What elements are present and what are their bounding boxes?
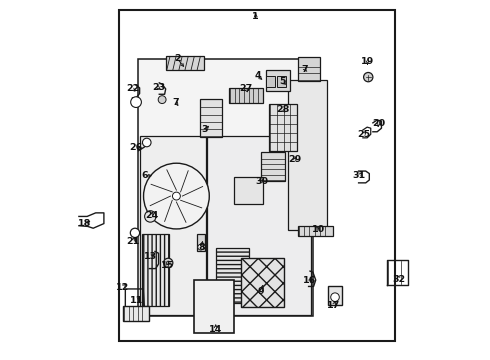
- Text: 27: 27: [239, 84, 252, 93]
- Text: 11: 11: [130, 296, 143, 305]
- Circle shape: [364, 72, 373, 82]
- Text: 3: 3: [202, 126, 208, 135]
- Text: 30: 30: [256, 177, 269, 186]
- Bar: [234, 177, 263, 204]
- Text: 17: 17: [327, 301, 340, 310]
- Circle shape: [143, 138, 151, 147]
- Text: 29: 29: [289, 155, 302, 164]
- Text: 31: 31: [353, 171, 366, 180]
- Text: 18: 18: [78, 219, 92, 228]
- Text: 22: 22: [126, 84, 139, 93]
- Bar: [266, 70, 290, 91]
- Circle shape: [164, 258, 173, 267]
- Text: 19: 19: [361, 57, 374, 66]
- Bar: [328, 287, 342, 305]
- Text: 8: 8: [198, 243, 205, 252]
- Text: 14: 14: [209, 325, 222, 334]
- Text: 32: 32: [393, 275, 406, 284]
- Text: 13: 13: [144, 252, 157, 261]
- Bar: [119, 10, 395, 342]
- Text: 5: 5: [279, 77, 285, 86]
- Text: 7: 7: [172, 98, 179, 107]
- Text: 12: 12: [116, 283, 129, 292]
- Text: 10: 10: [312, 225, 325, 234]
- Bar: [197, 234, 205, 251]
- Bar: [217, 248, 248, 303]
- Circle shape: [158, 96, 166, 104]
- Bar: [270, 104, 297, 152]
- Bar: [229, 88, 263, 103]
- Circle shape: [167, 261, 170, 265]
- Bar: [123, 306, 148, 321]
- Circle shape: [145, 211, 156, 222]
- Text: 9: 9: [258, 287, 265, 296]
- Bar: [166, 57, 204, 70]
- Circle shape: [198, 244, 203, 250]
- Text: 16: 16: [303, 276, 317, 285]
- Text: 6: 6: [142, 171, 148, 180]
- Text: 7: 7: [302, 65, 308, 74]
- Text: 25: 25: [357, 130, 370, 139]
- Bar: [267, 76, 275, 87]
- Text: 24: 24: [145, 211, 158, 220]
- Text: 2: 2: [174, 54, 180, 63]
- Text: 21: 21: [126, 237, 139, 246]
- Bar: [288, 80, 327, 230]
- Circle shape: [144, 163, 209, 229]
- Bar: [298, 226, 333, 237]
- Text: 15: 15: [161, 261, 173, 270]
- Bar: [142, 234, 169, 306]
- Circle shape: [331, 293, 339, 301]
- Text: 23: 23: [152, 83, 165, 92]
- Bar: [261, 152, 285, 181]
- Bar: [298, 58, 320, 81]
- Text: 20: 20: [372, 119, 386, 128]
- Bar: [277, 76, 286, 87]
- Bar: [207, 136, 311, 315]
- Bar: [241, 257, 284, 307]
- Circle shape: [131, 97, 142, 108]
- Circle shape: [130, 228, 140, 238]
- Circle shape: [172, 192, 180, 200]
- Text: 1: 1: [252, 12, 259, 21]
- Bar: [140, 136, 206, 315]
- Bar: [200, 99, 222, 137]
- Bar: [138, 59, 313, 316]
- Text: 26: 26: [129, 143, 143, 152]
- Text: 4: 4: [254, 71, 261, 80]
- Text: 28: 28: [276, 105, 289, 114]
- Bar: [194, 280, 234, 333]
